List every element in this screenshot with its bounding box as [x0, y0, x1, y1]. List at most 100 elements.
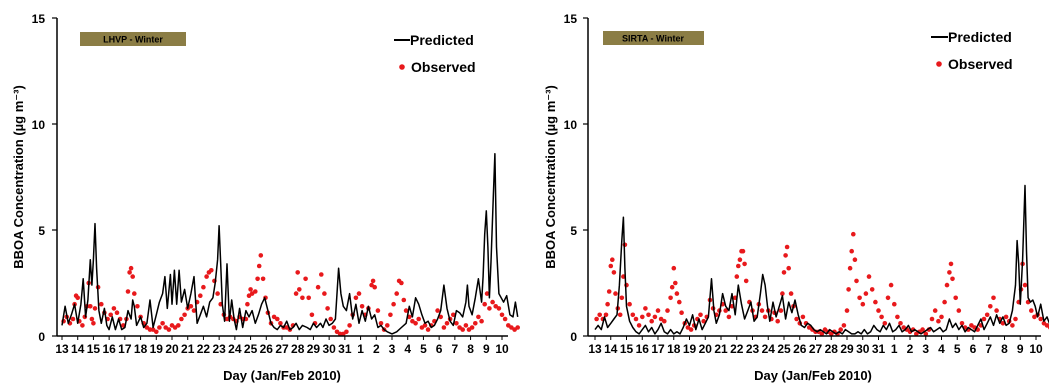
x-tick-label: 17 [651, 342, 665, 356]
observed-point [863, 291, 869, 296]
observed-point [515, 325, 520, 330]
predicted-line-group [594, 184, 1049, 335]
observed-point [416, 316, 422, 322]
observed-point [991, 295, 996, 301]
x-tick-label: 26 [260, 342, 274, 356]
observed-point [370, 278, 376, 284]
observed-point [847, 265, 853, 271]
x-tick-label: 15 [87, 342, 101, 356]
observed-point [490, 299, 495, 305]
observed-point [988, 304, 993, 309]
observed-point [734, 274, 740, 279]
observed-point [668, 295, 673, 301]
observed-point [135, 304, 140, 309]
observed-point [188, 304, 194, 309]
observed-point [215, 291, 220, 296]
observed-point [275, 316, 280, 322]
plot-area [588, 18, 1041, 336]
x-tick-label: 13 [55, 342, 69, 356]
observed-point [154, 329, 159, 335]
x-tick-label: 4 [404, 342, 411, 356]
x-ticks: 13 14 15 16 17 18 19 20 21 22 23 24 25 26 27 28 29 30 31 1 2… [588, 336, 1043, 356]
observed-point [736, 263, 741, 269]
x-tick-label: 9 [1017, 342, 1024, 356]
observed-point [258, 253, 264, 258]
x-tick-label: 1 [357, 342, 364, 356]
observed-point [950, 276, 955, 282]
x-tick-label: 18 [667, 342, 681, 356]
observed-point [1000, 321, 1006, 326]
observed-point [344, 329, 349, 335]
observed-point [245, 301, 250, 307]
x-tick-label: 19 [150, 342, 164, 356]
legend: Predicted Observed [394, 32, 476, 75]
x-tick-label: 8 [1001, 342, 1008, 356]
x-tick-label: 13 [588, 342, 602, 356]
x-tick-label: 2 [907, 342, 914, 356]
observed-point [726, 314, 732, 320]
observed-point [898, 321, 903, 326]
x-tick-label: 3 [389, 342, 396, 356]
observed-point [860, 301, 866, 307]
observed-point [939, 314, 944, 320]
observed-point [337, 331, 343, 337]
observed-point [879, 314, 884, 320]
observed-point [677, 299, 682, 305]
observed-point [613, 291, 618, 296]
observed-point [166, 327, 172, 332]
observed-point [160, 321, 165, 326]
observed-point [852, 257, 858, 263]
x-tick-label: 23 [212, 342, 226, 356]
observed-point [929, 316, 935, 322]
observed-point [372, 284, 378, 290]
panel-label-box [603, 31, 704, 45]
panel-label: SIRTA - Winter [622, 34, 684, 44]
observed-point [673, 280, 678, 286]
observed-point [594, 316, 599, 322]
x-tick-label: 21 [181, 342, 195, 356]
observed-point [658, 316, 664, 322]
observed-point [441, 325, 447, 330]
observed-point [306, 295, 312, 301]
observed-point [869, 287, 875, 292]
x-tick-label: 15 [620, 342, 634, 356]
x-tick-label: 6 [970, 342, 977, 356]
x-ticks: 13 14 15 16 17 18 19 20 21 22 23 24 25 26 27 28 29 30 31 1 2… [55, 336, 509, 356]
x-tick-label: 28 [291, 342, 305, 356]
observed-point [111, 306, 117, 311]
observed-point [885, 295, 891, 301]
observed-point [597, 312, 602, 318]
observed-point [984, 312, 990, 318]
observed-point [643, 306, 648, 311]
observed-point [99, 301, 104, 307]
y-tick-label: 0 [38, 330, 45, 344]
observed-point [182, 312, 187, 318]
observed-point [606, 289, 612, 294]
observed-point [819, 331, 825, 337]
observed-point [70, 316, 76, 322]
observed-point [502, 316, 508, 322]
observed-point [359, 304, 365, 309]
observed-point [394, 291, 400, 296]
x-tick-label: 22 [730, 342, 744, 356]
observed-point [627, 301, 632, 307]
observed-point [331, 325, 337, 330]
observed-point [278, 321, 283, 326]
observed-point [783, 253, 788, 258]
observed-point [413, 321, 418, 326]
x-tick-label: 5 [420, 342, 427, 356]
observed-point [132, 291, 137, 296]
legend-observed-label: Observed [411, 59, 476, 75]
observed-point [701, 318, 706, 324]
x-tick-label: 24 [228, 342, 242, 356]
observed-point [473, 321, 478, 326]
observed-point [260, 276, 266, 282]
observed-point [851, 231, 856, 237]
observed-point [633, 316, 639, 322]
observed-point [888, 282, 894, 288]
observed-point [605, 301, 610, 307]
x-tick-label: 19 [683, 342, 697, 356]
observed-point [619, 295, 625, 301]
observed-point [784, 244, 790, 250]
observed-point [762, 314, 768, 320]
